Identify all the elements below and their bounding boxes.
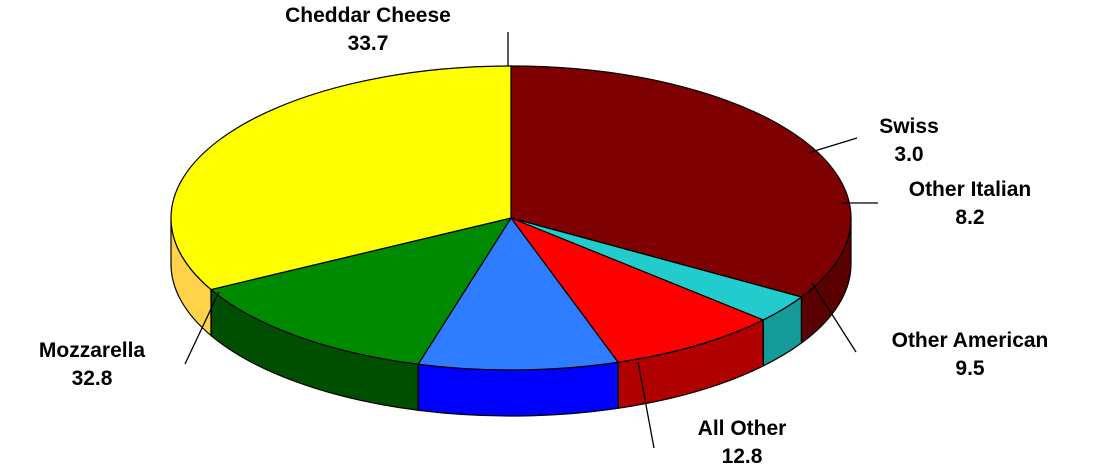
slice-label-mozzarella: Mozzarella — [39, 339, 146, 362]
slice-value-other-italian: 8.2 — [955, 206, 984, 229]
pie-slice-cheddar-cheese — [510, 65, 852, 298]
leader-line-mozzarella — [184, 291, 220, 365]
slice-label-swiss: Swiss — [879, 115, 939, 138]
pie-slice-other-italian — [509, 216, 765, 363]
pie-slice-mozzarella — [170, 65, 512, 291]
slice-label-other-italian: Other Italian — [909, 178, 1032, 201]
leader-line-other-american — [811, 282, 857, 353]
slice-value-all-other: 12.8 — [722, 445, 763, 468]
leader-line-all-other — [637, 361, 655, 449]
pie-tops — [170, 65, 852, 371]
pie-slice-other-american — [417, 216, 620, 371]
slice-label-all-other: All Other — [698, 417, 787, 440]
slice-value-mozzarella: 32.8 — [72, 367, 113, 390]
slice-value-other-american: 9.5 — [955, 357, 985, 380]
slice-value-swiss: 3.0 — [894, 143, 923, 166]
slice-label-other-american: Other American — [892, 329, 1049, 352]
leader-line-swiss — [807, 137, 858, 154]
slice-label-cheddar-cheese: Cheddar Cheese — [285, 4, 451, 27]
slice-labels: Cheddar Cheese 33.7 Swiss 3.0 Other Italian 8… — [39, 4, 1048, 468]
slice-value-cheddar-cheese: 33.7 — [348, 32, 389, 55]
leader-lines — [184, 32, 878, 449]
pie-slice-all-other — [209, 217, 513, 365]
